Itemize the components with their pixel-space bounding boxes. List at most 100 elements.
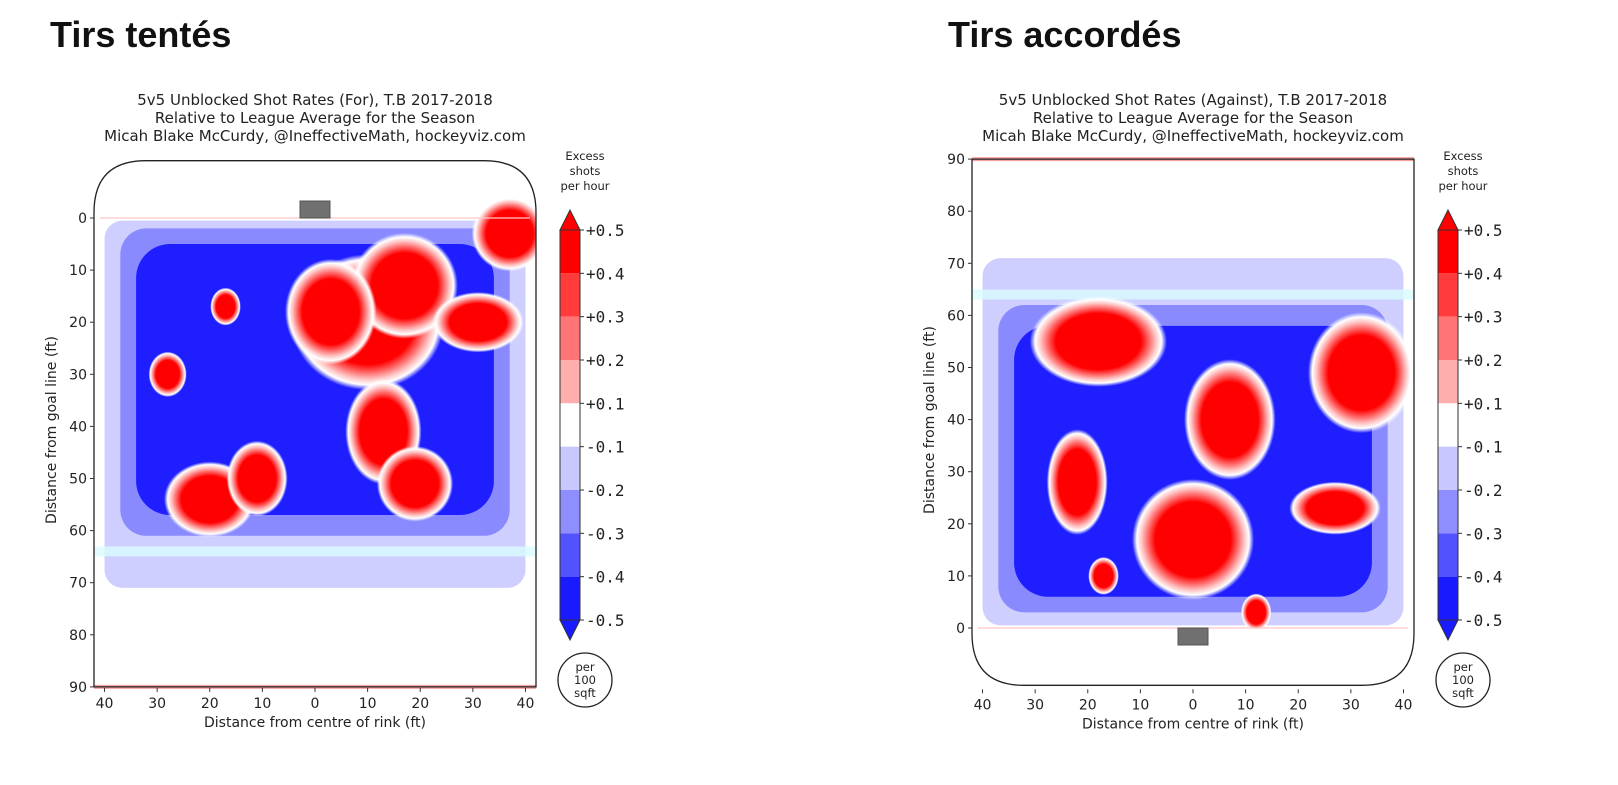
chart-title-line: Relative to League Average for the Seaso… bbox=[155, 109, 475, 127]
chart-title-line: Micah Blake McCurdy, @IneffectiveMath, h… bbox=[104, 127, 526, 145]
heatmap-hotspot bbox=[148, 351, 187, 397]
colorbar-title-line: per hour bbox=[560, 179, 609, 193]
x-tick-label: 40 bbox=[96, 696, 114, 712]
colorbar-title-line: shots bbox=[570, 164, 601, 178]
x-tick-label: 10 bbox=[253, 696, 271, 712]
y-tick-label: 0 bbox=[78, 211, 87, 227]
heatmap-hotspot bbox=[210, 287, 241, 326]
colorbar-title-line: Excess bbox=[565, 149, 604, 163]
y-tick-label: 70 bbox=[69, 576, 87, 592]
colorbar-tick-label: -0.4 bbox=[1464, 568, 1503, 587]
colorbar-title-line: shots bbox=[1448, 164, 1479, 178]
unit-circle bbox=[557, 652, 613, 708]
heatmap-hotspot bbox=[285, 258, 377, 365]
y-tick-label: 70 bbox=[947, 256, 965, 272]
colorbar-segment bbox=[560, 360, 580, 404]
unit-circle bbox=[1435, 652, 1491, 708]
heatmap-hotspot bbox=[1131, 478, 1255, 600]
heading-shots-for: Tirs tentés bbox=[50, 14, 232, 55]
colorbar-tick-label: +0.3 bbox=[586, 308, 625, 327]
goal-net bbox=[299, 200, 331, 219]
colorbar-segment bbox=[1438, 273, 1458, 317]
colorbar-tick-label: -0.5 bbox=[586, 611, 625, 630]
x-tick-label: 0 bbox=[311, 696, 320, 712]
heatmap-hotspot bbox=[1088, 557, 1119, 595]
heatmap-chart-against: 5v5 Unblocked Shot Rates (Against), T.B … bbox=[922, 91, 1503, 732]
colorbar-segment bbox=[1438, 533, 1458, 577]
heatmap-hotspot bbox=[1289, 481, 1381, 535]
x-axis-label: Distance from centre of rink (ft) bbox=[204, 715, 426, 731]
colorbar-segment bbox=[1438, 446, 1458, 490]
chart-panel-against: 5v5 Unblocked Shot Rates (Against), T.B … bbox=[918, 85, 1518, 749]
x-tick-label: 30 bbox=[1342, 697, 1360, 713]
colorbar-title-line: Excess bbox=[1443, 149, 1482, 163]
colorbar-segment bbox=[560, 576, 580, 620]
colorbar-extend-top bbox=[559, 208, 581, 231]
colorbar-tick-label: +0.2 bbox=[586, 351, 625, 370]
rink-outline bbox=[971, 158, 1415, 686]
colorbar-frame bbox=[559, 229, 581, 621]
y-tick-label: 50 bbox=[947, 361, 965, 377]
y-tick-label: 20 bbox=[947, 517, 965, 533]
colorbar-tick-label: +0.1 bbox=[586, 394, 625, 413]
heatmap-hotspot bbox=[471, 195, 536, 272]
y-tick-label: 40 bbox=[69, 419, 87, 435]
heatmap-hotspot bbox=[351, 232, 458, 339]
heatmap-hotspot bbox=[1029, 296, 1167, 387]
colorbar-tick-label: +0.3 bbox=[1464, 308, 1503, 327]
x-tick-label: 10 bbox=[1237, 697, 1255, 713]
colorbar-tick-label: +0.5 bbox=[1464, 221, 1503, 240]
x-tick-label: 40 bbox=[974, 697, 992, 713]
y-tick-label: 90 bbox=[69, 680, 87, 696]
unit-label-line: per bbox=[1453, 660, 1472, 674]
heatmap-hotspot bbox=[376, 445, 454, 522]
unit-label-line: sqft bbox=[1452, 686, 1474, 700]
blue-line-tint bbox=[972, 289, 1414, 300]
y-tick-label: 10 bbox=[69, 263, 87, 279]
y-tick-label: 30 bbox=[947, 465, 965, 481]
heatmap-hotspot bbox=[1184, 359, 1276, 481]
rink-outline bbox=[93, 160, 537, 688]
colorbar-tick-label: +0.1 bbox=[1464, 394, 1503, 413]
unit-label-line: sqft bbox=[574, 686, 596, 700]
x-tick-label: 30 bbox=[464, 696, 482, 712]
colorbar-segment bbox=[560, 490, 580, 534]
colorbar-segment bbox=[560, 403, 580, 447]
x-tick-label: 20 bbox=[411, 696, 429, 712]
heatmap-hotspot bbox=[1307, 312, 1414, 434]
unit-label-line: per bbox=[575, 660, 594, 674]
y-tick-label: 40 bbox=[947, 413, 965, 429]
colorbar-tick-label: -0.1 bbox=[586, 438, 625, 457]
x-tick-label: 10 bbox=[1131, 697, 1149, 713]
colorbar-extend-bottom bbox=[1437, 619, 1459, 642]
heatmap-chart-for: 5v5 Unblocked Shot Rates (For), T.B 2017… bbox=[44, 91, 625, 731]
colorbar-segment bbox=[560, 446, 580, 490]
colorbar-segment bbox=[560, 273, 580, 317]
colorbar-segment bbox=[560, 533, 580, 577]
x-tick-label: 30 bbox=[1026, 697, 1044, 713]
y-tick-label: 90 bbox=[947, 152, 965, 168]
colorbar-segment bbox=[1438, 360, 1458, 404]
blue-line-tint bbox=[94, 546, 536, 557]
x-tick-label: 20 bbox=[201, 696, 219, 712]
colorbar-tick-label: -0.5 bbox=[1464, 611, 1503, 630]
heatmap-band-deep bbox=[1014, 325, 1372, 597]
y-tick-label: 80 bbox=[947, 204, 965, 220]
colorbar-segment bbox=[1438, 490, 1458, 534]
y-tick-label: 20 bbox=[69, 315, 87, 331]
y-tick-label: 50 bbox=[69, 472, 87, 488]
colorbar-tick-label: -0.4 bbox=[586, 568, 625, 587]
unit-label-line: 100 bbox=[1452, 673, 1474, 687]
heatmap-field bbox=[972, 258, 1414, 632]
chart-panel-for: 5v5 Unblocked Shot Rates (For), T.B 2017… bbox=[40, 85, 640, 749]
chart-title-line: Micah Blake McCurdy, @IneffectiveMath, h… bbox=[982, 127, 1404, 145]
x-tick-label: 0 bbox=[1189, 697, 1198, 713]
chart-title-line: 5v5 Unblocked Shot Rates (For), T.B 2017… bbox=[137, 91, 492, 109]
colorbar-tick-label: -0.3 bbox=[586, 524, 625, 543]
colorbar-tick-label: +0.4 bbox=[586, 264, 625, 283]
colorbar-segment bbox=[1438, 316, 1458, 360]
colorbar-tick-label: +0.4 bbox=[1464, 264, 1503, 283]
colorbar-tick-label: -0.1 bbox=[1464, 438, 1503, 457]
colorbar-segment bbox=[560, 230, 580, 274]
y-axis-label: Distance from goal line (ft) bbox=[922, 326, 938, 514]
